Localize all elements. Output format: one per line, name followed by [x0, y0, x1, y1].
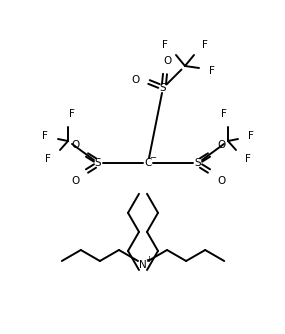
Text: O: O: [132, 75, 140, 85]
Text: C: C: [144, 158, 152, 168]
Text: F: F: [45, 154, 51, 164]
Text: O: O: [71, 140, 79, 150]
Text: F: F: [209, 66, 215, 76]
Text: F: F: [69, 109, 75, 119]
Text: O: O: [217, 140, 225, 150]
Text: S: S: [195, 158, 201, 168]
Text: F: F: [248, 131, 254, 141]
Text: S: S: [95, 158, 101, 168]
Text: S: S: [160, 83, 166, 93]
Text: +: +: [146, 255, 152, 264]
Text: F: F: [202, 40, 208, 50]
Text: −: −: [150, 154, 156, 163]
Text: F: F: [221, 109, 227, 119]
Text: O: O: [71, 176, 79, 186]
Text: F: F: [245, 154, 251, 164]
Text: F: F: [42, 131, 48, 141]
Text: F: F: [162, 40, 168, 50]
Text: N: N: [139, 260, 147, 270]
Text: O: O: [217, 176, 225, 186]
Text: O: O: [164, 56, 172, 66]
